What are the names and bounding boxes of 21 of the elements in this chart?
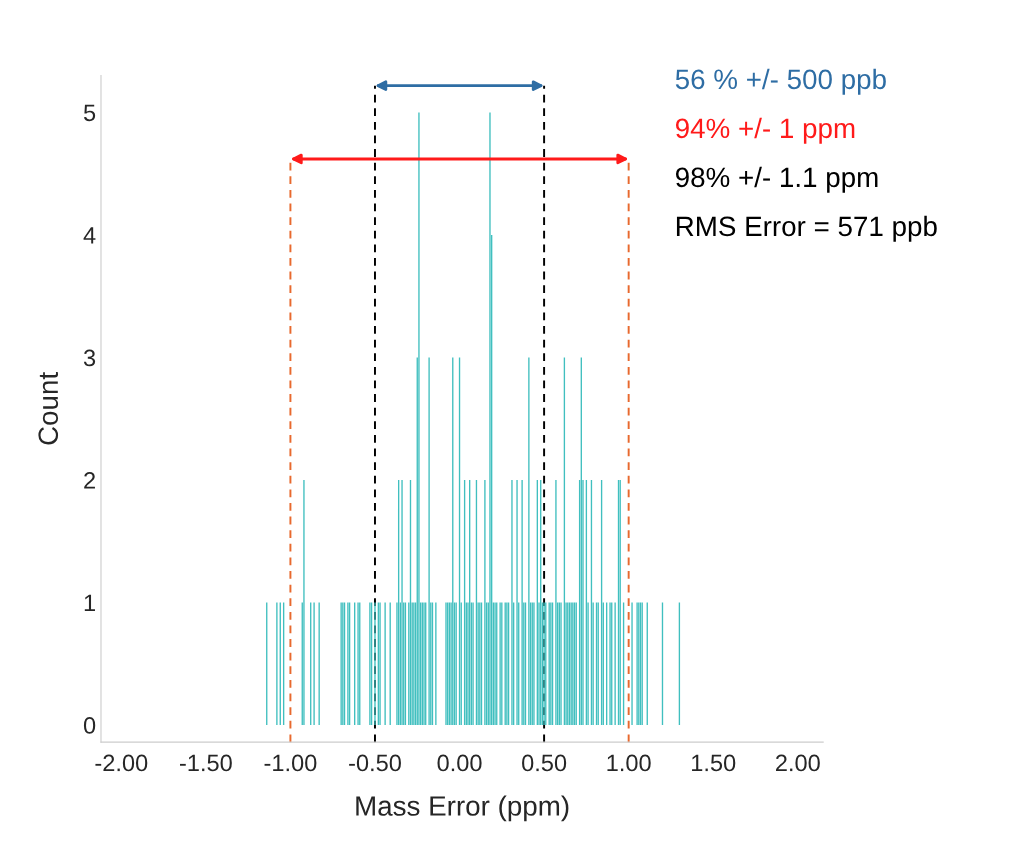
y-tick-label: 4	[83, 227, 96, 244]
x-tick-label: -1.00	[264, 754, 317, 772]
x-tick-label: 1.00	[607, 754, 651, 772]
x-tick-label: 0.50	[522, 754, 567, 772]
annotation: 94% +/- 1 ppm	[675, 117, 855, 144]
x-axis-title: Mass Error (ppm)	[356, 795, 569, 822]
annotation: 98% +/- 1.1 ppm	[675, 166, 878, 193]
x-tick-label: 1.50	[692, 754, 736, 772]
y-tick-label: 1	[84, 594, 95, 612]
x-tick-label: -1.50	[180, 754, 232, 772]
x-tick-label: 0.00	[437, 754, 482, 772]
y-tick-label: 3	[83, 349, 96, 367]
y-tick-label: 2	[84, 472, 95, 489]
x-tick-label: 2.00	[775, 754, 820, 772]
annotation: RMS Error = 571 ppb	[676, 215, 937, 242]
y-tick-label: 0	[83, 717, 96, 734]
y-tick-label: 5	[83, 104, 96, 122]
x-tick-label: -2.00	[95, 754, 148, 772]
y-axis-title: Count	[38, 372, 59, 445]
annotation: 56 % +/- 500 ppb	[675, 68, 886, 95]
x-tick-label: -0.50	[349, 754, 401, 772]
